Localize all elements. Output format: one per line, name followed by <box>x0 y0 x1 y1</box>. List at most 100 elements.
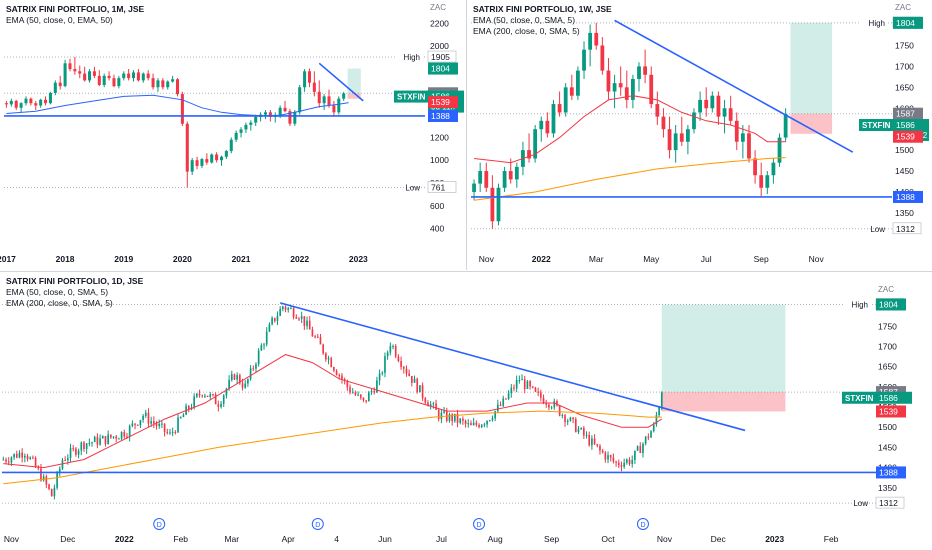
candle-body <box>34 457 37 468</box>
candle-body <box>24 98 28 104</box>
candle-body <box>171 432 174 434</box>
candle-body <box>101 436 104 439</box>
daily-chart-pane[interactable]: ZAC1350140014501500155016001650170017501… <box>0 272 932 550</box>
candle <box>601 449 604 454</box>
candle-body <box>643 66 648 75</box>
candle <box>263 110 267 120</box>
candle <box>596 443 599 448</box>
candle <box>658 405 660 418</box>
candle-body <box>139 419 142 426</box>
candle <box>478 423 480 429</box>
ema-200-line <box>3 410 662 485</box>
candle-body <box>483 424 486 426</box>
candle <box>325 352 327 362</box>
candle <box>139 419 142 429</box>
candle-body <box>273 317 276 322</box>
candle <box>110 434 112 439</box>
candle <box>298 84 302 115</box>
candle <box>5 457 7 464</box>
candle <box>53 484 56 500</box>
price-tag: 1804 <box>428 62 458 75</box>
candle-body <box>527 150 531 159</box>
candle-body <box>472 422 475 426</box>
candle <box>365 400 367 404</box>
candle <box>599 444 601 455</box>
weekly-chart-pane[interactable]: ZAC1350140014501500155016001650170017501… <box>467 0 932 270</box>
candle <box>120 431 123 441</box>
loss-zone <box>661 392 786 412</box>
candle-body <box>193 396 195 408</box>
candle-body <box>215 154 219 161</box>
candle <box>34 456 37 468</box>
time-axis: 2017 2018 2019 2020 2021 2022 2023 <box>0 254 368 264</box>
candle <box>740 125 745 159</box>
candle-body <box>685 129 690 142</box>
candle <box>220 400 222 409</box>
candle <box>335 369 338 376</box>
candle <box>271 316 273 326</box>
candle <box>14 99 18 111</box>
candle-body <box>204 395 206 397</box>
legend-indicator: EMA (50, close, 0, EMA, 50) <box>6 15 113 25</box>
price-tag: 1388 <box>428 109 458 122</box>
candle <box>45 474 48 489</box>
candle <box>362 397 365 403</box>
candle-body <box>545 120 550 134</box>
monthly-chart-pane[interactable]: ZAC4006008001000120014001600180020002200… <box>0 0 465 270</box>
candle-body <box>234 132 238 140</box>
time-tick-label: 2019 <box>114 254 133 264</box>
candle <box>330 356 333 368</box>
candle-body <box>637 66 641 79</box>
candle <box>127 69 131 81</box>
high-label-bg <box>396 51 422 63</box>
candle-body <box>368 392 370 402</box>
candle <box>753 150 757 184</box>
candle-body <box>198 393 201 396</box>
pane-divider <box>0 271 932 272</box>
candle-body <box>484 171 489 188</box>
price-tick-label: 1700 <box>878 341 897 351</box>
candle <box>39 98 43 108</box>
candle <box>561 413 564 419</box>
candle <box>179 416 182 419</box>
candle <box>483 422 486 428</box>
candle-body <box>337 98 341 113</box>
candle-body <box>205 159 209 163</box>
candle <box>117 75 121 89</box>
candle-body <box>542 397 545 404</box>
candle <box>634 450 636 464</box>
candle <box>564 413 566 427</box>
candle <box>540 389 542 402</box>
candle-body <box>765 175 770 188</box>
time-tick-label: Nov <box>479 254 495 264</box>
candle-body <box>655 415 658 425</box>
candle <box>526 379 529 389</box>
candle <box>169 428 171 435</box>
candle-body <box>276 315 279 322</box>
candle <box>131 420 134 428</box>
time-axis: Nov 2022 Mar May Jul Sep Nov <box>479 254 825 264</box>
candle-body <box>171 79 175 82</box>
candle-body <box>210 154 214 163</box>
candle <box>594 22 599 50</box>
candle-body <box>288 111 292 124</box>
candle-body <box>599 445 601 451</box>
candle <box>205 153 209 165</box>
candle <box>150 416 152 427</box>
candle-body <box>508 171 513 180</box>
candle <box>53 80 57 96</box>
candle <box>771 158 776 184</box>
candle <box>215 152 219 163</box>
candle <box>588 431 591 447</box>
candle-body <box>50 488 53 497</box>
candle-body <box>771 162 776 176</box>
candle <box>234 130 238 142</box>
candle-body <box>132 72 136 79</box>
candle <box>166 428 169 435</box>
candle-body <box>370 390 373 393</box>
candle-body <box>488 419 491 421</box>
candle-body <box>303 316 306 326</box>
candle-body <box>153 421 155 424</box>
candle-body <box>293 112 297 124</box>
candle-body <box>212 394 214 396</box>
